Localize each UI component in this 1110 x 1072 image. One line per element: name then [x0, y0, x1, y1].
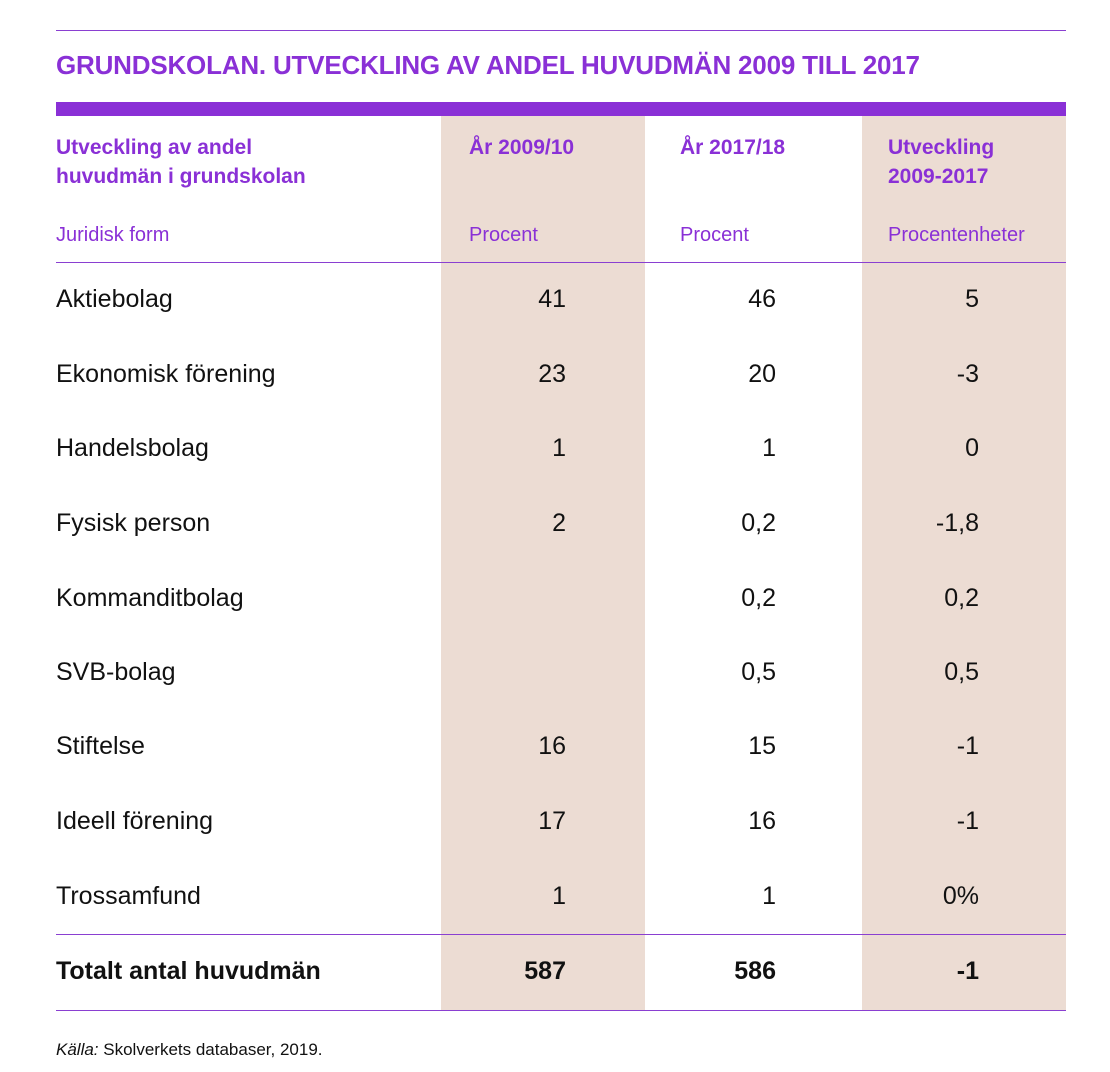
header-form-line1: Utveckling av andel [56, 136, 253, 159]
bottom-rule [56, 1010, 1066, 1011]
value-change: -3 [956, 360, 979, 388]
value-2017: 0,5 [741, 658, 776, 686]
header-2009: År 2009/10 [469, 136, 575, 159]
subheader-2009: Procent [469, 224, 538, 246]
table-row: Fysisk person 2 0,2 -1,8 [0, 486, 1110, 561]
total-change: -1 [956, 957, 979, 985]
value-2017: 1 [762, 434, 776, 462]
total-2017: 586 [734, 957, 776, 985]
value-change: 0 [965, 434, 979, 462]
value-2009: 41 [538, 285, 566, 313]
value-2009: 23 [538, 360, 566, 388]
value-2017: 0,2 [741, 509, 776, 537]
row-label: Kommanditbolag [56, 584, 244, 612]
value-2009: 16 [538, 732, 566, 760]
value-2017: 20 [748, 360, 776, 388]
value-2017: 15 [748, 732, 776, 760]
source-prefix: Källa: [56, 1040, 99, 1059]
shaded-column-2009 [441, 116, 645, 1010]
header-change: Utveckling 2009-2017 [888, 133, 994, 191]
table-row: Ideell förening 17 16 -1 [0, 784, 1110, 859]
row-label: SVB-bolag [56, 658, 176, 686]
value-2009: 1 [552, 434, 566, 462]
row-label: Ideell förening [56, 807, 214, 835]
header-form-line2: huvudmän i grundskolan [56, 165, 306, 188]
header-divider [56, 262, 1066, 263]
value-change: -1,8 [935, 509, 979, 537]
subheader-change: Procentenheter [888, 224, 1025, 246]
row-label: Stiftelse [56, 732, 145, 760]
table-row: Handelsbolag 1 1 0 [0, 411, 1110, 486]
value-2017: 16 [748, 807, 776, 835]
value-2017: 0,2 [741, 584, 776, 612]
header-change-line1: Utveckling [888, 136, 995, 159]
table-row: SVB-bolag 0,5 0,5 [0, 635, 1110, 710]
table-title: GRUNDSKOLAN. UTVECKLING AV ANDEL HUVUDMÄ… [56, 50, 920, 80]
row-label: Fysisk person [56, 509, 211, 537]
value-2017: 1 [762, 882, 776, 910]
value-change: 0,2 [944, 584, 979, 612]
total-label: Totalt antal huvudmän [56, 957, 321, 985]
table-row: Kommanditbolag 0,2 0,2 [0, 561, 1110, 636]
value-change: 5 [965, 285, 979, 313]
table-row: Aktiebolag 41 46 5 [0, 262, 1110, 337]
value-change: -1 [956, 807, 979, 835]
header-2017: År 2017/18 [680, 136, 786, 159]
value-2009: 2 [552, 509, 566, 537]
table-row: Ekonomisk förening 23 20 -3 [0, 337, 1110, 412]
row-label: Trossamfund [56, 882, 201, 910]
row-label: Handelsbolag [56, 434, 209, 462]
header-change-line2: 2009-2017 [888, 165, 989, 188]
subheader-form: Juridisk form [56, 224, 170, 246]
header-form: Utveckling av andel huvudmän i grundskol… [56, 133, 306, 191]
value-change: -1 [956, 732, 979, 760]
shaded-column-change [862, 116, 1066, 1010]
table-row: Stiftelse 16 15 -1 [0, 709, 1110, 784]
header-bar [56, 102, 1066, 116]
source-text: Skolverkets databaser, 2019. [98, 1040, 323, 1059]
table-row: Trossamfund 1 1 0% [0, 859, 1110, 934]
top-rule [56, 30, 1066, 31]
total-divider [56, 934, 1066, 935]
total-2009: 587 [524, 957, 566, 985]
value-2009: 1 [552, 882, 566, 910]
value-2009: 17 [538, 807, 566, 835]
value-change: 0% [942, 882, 979, 910]
value-change: 0,5 [944, 658, 979, 686]
total-row: Totalt antal huvudmän 587 586 -1 [0, 934, 1110, 1009]
row-label: Aktiebolag [56, 285, 173, 313]
subheader-2017: Procent [680, 224, 749, 246]
row-label: Ekonomisk förening [56, 360, 276, 388]
value-2017: 46 [748, 285, 776, 313]
source-note: Källa: Skolverkets databaser, 2019. [56, 1040, 323, 1060]
